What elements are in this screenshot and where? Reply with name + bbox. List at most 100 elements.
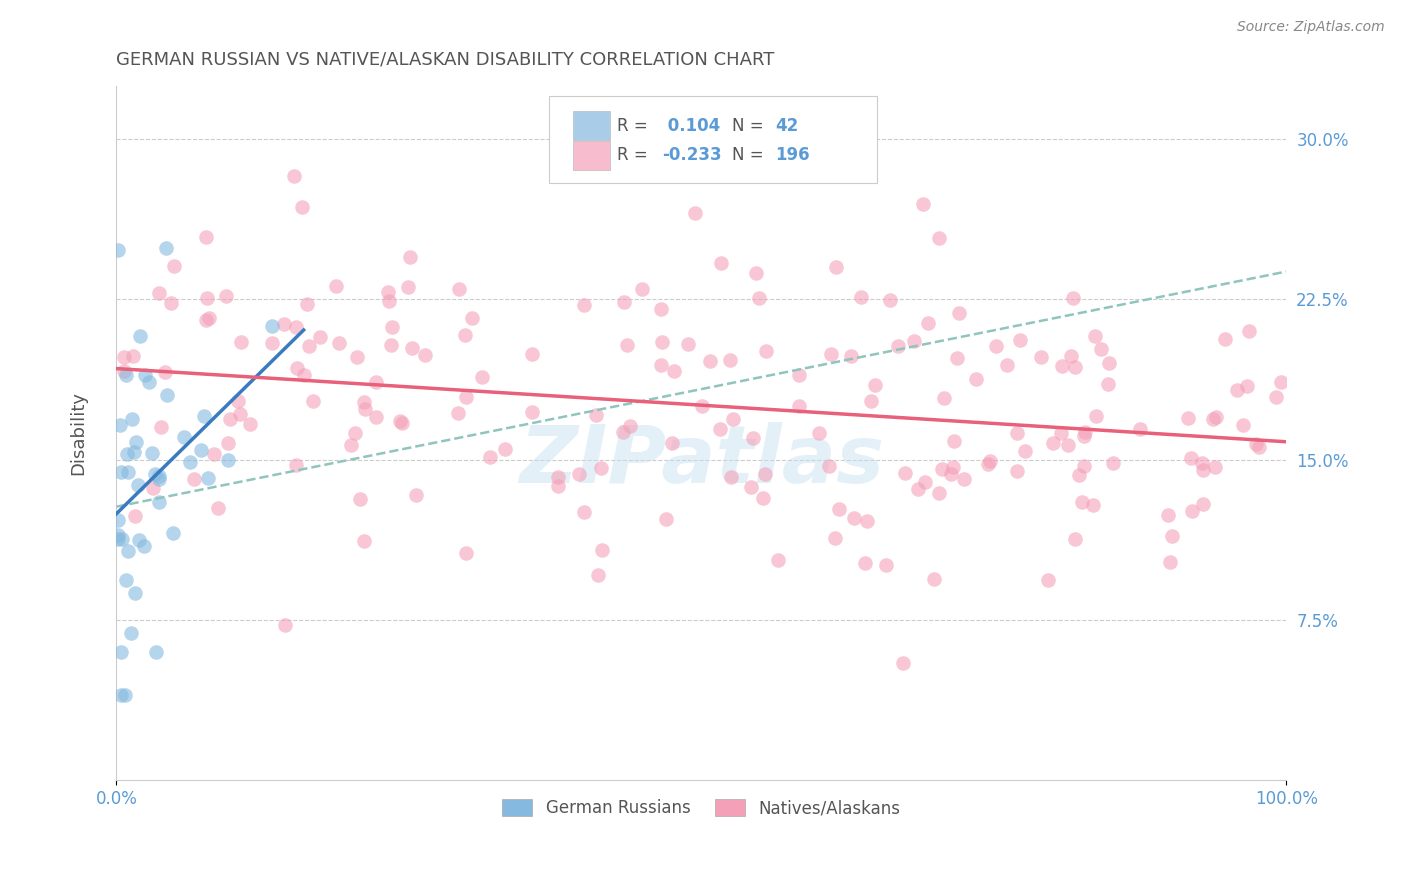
Point <box>291 200 314 214</box>
Point <box>1226 384 1249 398</box>
Point <box>863 377 886 392</box>
Point <box>107 528 129 542</box>
Point <box>568 467 591 481</box>
Text: -0.233: -0.233 <box>662 146 721 164</box>
Point <box>162 525 184 540</box>
Point <box>851 290 873 304</box>
Point <box>366 376 388 390</box>
Point <box>718 353 741 368</box>
Point <box>589 460 612 475</box>
Text: N =: N = <box>733 117 769 135</box>
Point <box>217 436 239 450</box>
Point <box>932 391 955 405</box>
Point <box>946 351 969 365</box>
Point <box>195 291 218 305</box>
Point <box>650 301 672 316</box>
Point <box>262 336 284 351</box>
Point <box>389 414 412 428</box>
Point <box>134 368 156 382</box>
Point <box>160 295 183 310</box>
Point <box>396 280 419 294</box>
Point <box>353 395 375 409</box>
Point <box>108 417 131 432</box>
Point <box>855 556 877 570</box>
Point <box>1060 349 1083 363</box>
Point <box>984 339 1007 353</box>
Point <box>163 259 186 273</box>
Point <box>364 410 387 425</box>
Legend: German Russians, Natives/Alaskans: German Russians, Natives/Alaskans <box>495 793 907 824</box>
Point <box>138 375 160 389</box>
Point <box>328 335 350 350</box>
Point <box>1129 422 1152 436</box>
Point <box>284 320 307 334</box>
Point <box>128 533 150 548</box>
Point <box>942 460 965 475</box>
Point <box>907 482 929 496</box>
Point <box>709 422 731 436</box>
Point <box>494 442 516 456</box>
Point <box>229 407 252 421</box>
Point <box>215 289 238 303</box>
Point <box>1014 443 1036 458</box>
Point <box>454 390 477 404</box>
Point <box>301 394 323 409</box>
Point <box>461 311 484 326</box>
Point <box>939 467 962 482</box>
Point <box>112 364 135 378</box>
Point <box>148 495 170 509</box>
Point <box>287 361 309 376</box>
Point <box>173 430 195 444</box>
Point <box>616 338 638 352</box>
Point <box>117 447 139 461</box>
Point <box>751 491 773 506</box>
Point <box>1042 436 1064 450</box>
Point <box>190 443 212 458</box>
Point <box>879 293 901 307</box>
Point <box>121 412 143 426</box>
Point <box>110 645 132 659</box>
Point <box>471 370 494 384</box>
Point <box>943 434 966 449</box>
Point <box>1213 332 1236 346</box>
Point <box>132 539 155 553</box>
Point <box>285 458 308 472</box>
Point <box>1085 409 1108 423</box>
Point <box>1192 463 1215 477</box>
Text: 42: 42 <box>775 117 799 135</box>
Text: R =: R = <box>617 146 654 164</box>
Point <box>924 572 946 586</box>
Point <box>148 469 170 483</box>
Point <box>1192 497 1215 511</box>
Point <box>456 546 478 560</box>
Point <box>124 508 146 523</box>
Point <box>619 419 641 434</box>
Point <box>1057 438 1080 452</box>
Point <box>787 399 810 413</box>
Point <box>1064 359 1087 374</box>
Point <box>928 230 950 244</box>
Point <box>405 488 427 502</box>
Point <box>612 425 634 439</box>
Point <box>1063 532 1085 546</box>
Point <box>844 511 866 525</box>
Point <box>748 291 770 305</box>
Text: Source: ZipAtlas.com: Source: ZipAtlas.com <box>1237 20 1385 34</box>
Point <box>1157 508 1180 522</box>
Point <box>155 365 177 379</box>
Point <box>754 467 776 482</box>
Point <box>1247 440 1270 454</box>
Point <box>454 327 477 342</box>
Point <box>150 420 173 434</box>
Point <box>655 511 678 525</box>
Point <box>114 350 136 364</box>
Point <box>572 297 595 311</box>
Point <box>207 501 229 516</box>
Point <box>1244 437 1267 451</box>
Point <box>478 450 501 464</box>
Point <box>1005 425 1028 440</box>
Point <box>378 293 401 308</box>
Point <box>755 343 778 358</box>
Point <box>353 401 375 416</box>
Point <box>179 455 201 469</box>
